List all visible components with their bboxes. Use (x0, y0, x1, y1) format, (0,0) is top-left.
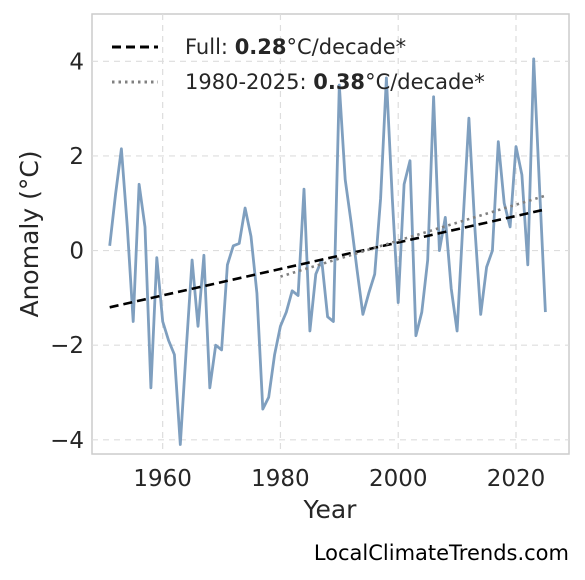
x-tick-label: 2000 (369, 466, 428, 492)
plot-background (91, 13, 570, 455)
legend-recent-rate: 0.38 (313, 70, 365, 94)
legend-recent-name: 1980-2025 (185, 70, 299, 94)
anomaly-series-line (108, 57, 547, 446)
y-tick-labels: −4 −2 0 2 4 (50, 49, 84, 453)
y-tick-label: 2 (69, 144, 84, 170)
x-tick-labels: 1960 1980 2000 2020 (133, 466, 545, 492)
x-tick-label: 1960 (133, 466, 192, 492)
y-tick-label: 4 (69, 49, 84, 75)
y-axis-title: Anomaly (°C) (15, 150, 44, 317)
x-tick-label: 1980 (251, 466, 310, 492)
legend-full-unit: °C/decade* (287, 35, 407, 59)
series-group (108, 57, 547, 446)
trend-line-recent (280, 194, 546, 278)
legend-full-name: Full (185, 35, 221, 59)
legend-recent-unit: °C/decade* (365, 70, 485, 94)
trend-line-full (109, 208, 546, 309)
y-tick-label: −2 (50, 333, 84, 359)
x-tick-label: 2020 (487, 466, 546, 492)
legend-label-recent: 1980-2025: 0.38°C/decade* (185, 70, 485, 94)
y-tick-label: −4 (50, 428, 84, 454)
legend-full-rate: 0.28 (235, 35, 287, 59)
y-tick-label: 0 (69, 239, 84, 265)
grid-lines (92, 14, 569, 454)
source-footer: LocalClimateTrends.com (314, 541, 569, 565)
legend: Full: 0.28°C/decade* 1980-2025: 0.38°C/d… (112, 35, 485, 94)
x-axis-title: Year (303, 495, 358, 524)
legend-label-full: Full: 0.28°C/decade* (185, 35, 406, 59)
